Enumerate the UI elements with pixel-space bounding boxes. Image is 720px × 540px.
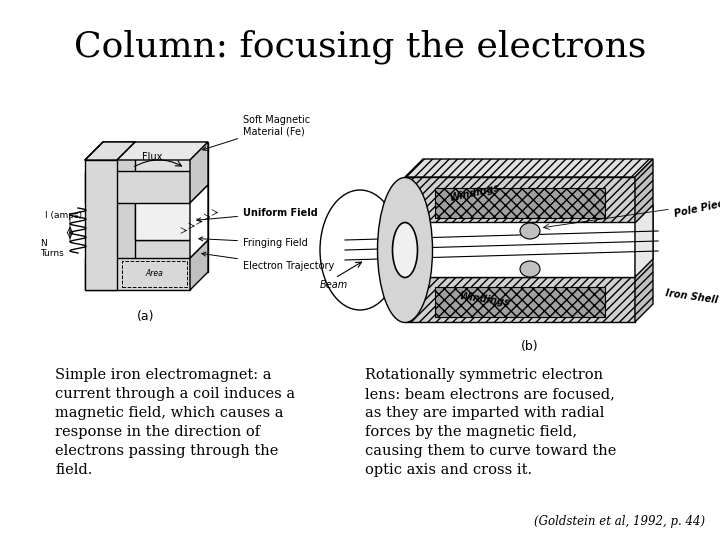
Text: N
Turns: N Turns	[40, 239, 64, 258]
Text: Area: Area	[145, 269, 163, 279]
Polygon shape	[635, 159, 653, 322]
Text: I (amps): I (amps)	[45, 211, 82, 220]
Text: Uniform Field: Uniform Field	[197, 207, 318, 222]
Text: Pole Piece: Pole Piece	[673, 197, 720, 219]
Polygon shape	[190, 142, 208, 203]
Polygon shape	[103, 240, 208, 272]
Text: (Goldstein et al, 1992, p. 44): (Goldstein et al, 1992, p. 44)	[534, 515, 705, 528]
Ellipse shape	[520, 223, 540, 239]
Polygon shape	[190, 240, 208, 290]
Polygon shape	[103, 142, 208, 185]
Text: Iron Shell: Iron Shell	[665, 288, 719, 306]
Ellipse shape	[392, 222, 418, 278]
Text: Flux: Flux	[142, 152, 163, 162]
Polygon shape	[85, 142, 208, 160]
Ellipse shape	[520, 261, 540, 277]
Polygon shape	[85, 171, 190, 203]
Text: (b): (b)	[521, 340, 539, 353]
Polygon shape	[85, 258, 190, 290]
Bar	[435, 287, 605, 317]
Polygon shape	[85, 142, 135, 160]
Polygon shape	[405, 277, 635, 322]
Bar	[122, 261, 187, 287]
Text: Fringing Field: Fringing Field	[199, 237, 307, 247]
Text: Beam: Beam	[320, 280, 348, 290]
Text: Windings: Windings	[459, 292, 511, 308]
Text: (a): (a)	[138, 310, 155, 323]
Polygon shape	[135, 185, 208, 240]
Text: Electron Trajectory: Electron Trajectory	[202, 252, 334, 271]
Text: Simple iron electromagnet: a
current through a coil induces a
magnetic field, wh: Simple iron electromagnet: a current thr…	[55, 368, 295, 477]
Polygon shape	[85, 160, 117, 290]
Polygon shape	[103, 142, 135, 272]
Polygon shape	[405, 177, 635, 223]
Text: Rotationally symmetric electron
lens: beam electrons are focused,
as they are im: Rotationally symmetric electron lens: be…	[365, 368, 616, 477]
Polygon shape	[635, 205, 653, 277]
Polygon shape	[190, 185, 208, 258]
Polygon shape	[405, 159, 653, 177]
Text: Soft Magnetic
Material (Fe): Soft Magnetic Material (Fe)	[202, 116, 310, 151]
Text: Column: focusing the electrons: Column: focusing the electrons	[74, 30, 646, 64]
Ellipse shape	[377, 178, 433, 322]
Bar	[405, 222, 635, 277]
Bar	[435, 188, 605, 218]
Text: Windings: Windings	[449, 183, 501, 203]
